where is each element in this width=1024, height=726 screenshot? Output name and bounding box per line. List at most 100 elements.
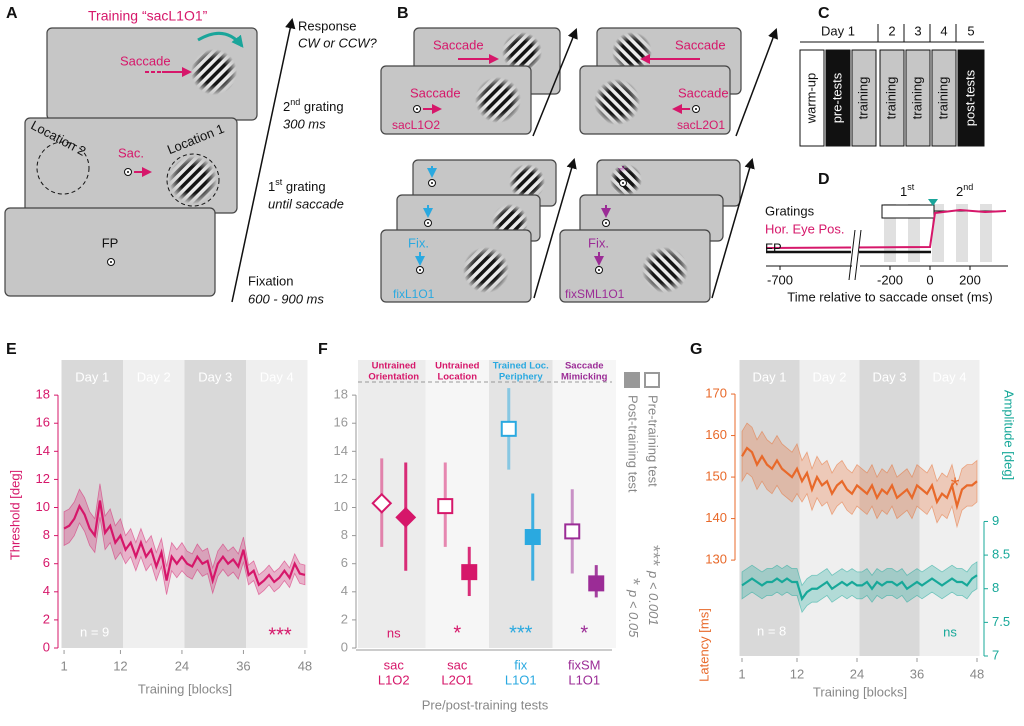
marker <box>437 498 454 515</box>
location-outline <box>36 141 90 195</box>
fixation-point <box>124 168 132 176</box>
day-band <box>919 360 980 656</box>
y2-axis-label: Amplitude [deg] <box>1002 390 1017 480</box>
session-label: training <box>935 77 950 120</box>
x-axis-label: Training [blocks] <box>138 681 232 696</box>
session-box <box>879 49 905 147</box>
saccade-label: Saccade <box>120 53 171 68</box>
legend-label: Post-training test <box>626 395 641 493</box>
ordinal: 1 <box>900 184 907 199</box>
row-label: Gratings <box>765 203 815 218</box>
grating-stripe <box>956 204 968 262</box>
y-tick-label: 6 <box>43 555 50 570</box>
day-label: Day 3 <box>198 369 232 384</box>
fix-label: Fix. <box>408 235 429 250</box>
fixation-point <box>428 179 436 187</box>
session-box <box>931 49 957 147</box>
day-label: Day 2 <box>137 369 171 384</box>
group-label: Untrained <box>435 361 480 372</box>
n-label: n = 9 <box>80 624 109 639</box>
x-tick-label: 24 <box>175 658 189 673</box>
eye-position <box>765 208 1007 249</box>
y-tick-label: 8 <box>341 527 348 542</box>
y-tick-label: 7.5 <box>992 614 1010 629</box>
y-tick-label: 4 <box>43 583 50 598</box>
fixation-point <box>424 219 432 227</box>
mean-line <box>63 500 306 587</box>
y-tick-label: 8 <box>992 580 999 595</box>
x-tick-label: 36 <box>910 666 924 681</box>
group-label: Trained Loc. <box>493 361 549 372</box>
session-label: training <box>909 77 924 120</box>
second-grating: 2nd grating <box>283 97 344 114</box>
day-label: Day 1 <box>821 23 855 38</box>
sac-label: Sac. <box>118 145 144 160</box>
x-tick-label: 200 <box>959 272 981 287</box>
error-band <box>741 561 978 614</box>
day-band <box>184 360 246 648</box>
y-tick-label: 150 <box>705 469 727 484</box>
row-label: Hor. Eye Pos. <box>765 221 844 236</box>
grating-order: 2nd <box>956 182 973 199</box>
fixation-point <box>692 105 700 113</box>
grating-box <box>881 204 935 219</box>
fp-label: FP <box>102 235 119 250</box>
fix-label: Fix. <box>588 235 609 250</box>
y-tick-label: 0 <box>341 639 348 654</box>
y-tick-label: 8.5 <box>992 547 1010 562</box>
x-tick-label: 1 <box>60 658 67 673</box>
x-tick-label: L2O1 <box>441 672 473 687</box>
fixation-point <box>602 219 610 227</box>
n-label: n = 8 <box>757 623 786 638</box>
marker <box>461 564 478 581</box>
condition: sacL1O2 <box>392 118 440 132</box>
ordinal: 1 <box>268 179 275 194</box>
legend-stars: *** <box>643 545 663 566</box>
y-tick-label: 16 <box>334 415 348 430</box>
y-tick-label: 12 <box>334 471 348 486</box>
grating <box>463 247 509 293</box>
card <box>4 207 216 297</box>
marker <box>524 529 541 546</box>
time-arrow <box>711 157 755 299</box>
y-tick-label: 170 <box>705 385 727 400</box>
category-band <box>489 360 553 648</box>
day-label: 4 <box>940 23 947 38</box>
first-grating: 1st grating <box>268 177 326 194</box>
y-tick-label: 10 <box>334 499 348 514</box>
legend-p: p < 0.001 <box>646 570 661 626</box>
y-tick-label: 9 <box>992 513 999 528</box>
y-tick-label: 4 <box>341 583 348 598</box>
location-outline <box>166 153 220 207</box>
session-label: training <box>855 77 870 120</box>
x-tick-label: fix <box>514 657 528 672</box>
error-band <box>63 483 306 596</box>
grating <box>642 247 688 293</box>
panel-c: C Day 1 2 3 4 5 warm-up pre-tests training train… <box>799 5 985 147</box>
x-tick-label: 0 <box>926 272 933 287</box>
panel-letter: B <box>397 5 409 22</box>
x-axis-label: Training [blocks] <box>813 684 907 699</box>
time-arrow <box>735 28 778 137</box>
y-tick-label: 2 <box>341 611 348 626</box>
time-arrow <box>533 157 577 299</box>
session-label: post-tests <box>962 69 977 126</box>
day-label: Day 1 <box>753 369 787 384</box>
legend-label: Pre-training test <box>646 395 661 487</box>
fixation-point <box>619 179 627 187</box>
day-label: Day 3 <box>873 369 907 384</box>
fixation-point <box>107 258 115 266</box>
ordinal-suffix: nd <box>290 97 300 107</box>
x-tick-label: -200 <box>877 272 903 287</box>
significance: * <box>951 473 960 498</box>
training-title: Training “sacL1O1” <box>88 8 208 24</box>
y-axis-label: Latency [ms] <box>696 608 711 682</box>
grating <box>169 156 217 204</box>
mean-line <box>741 446 978 511</box>
fixation-point <box>416 266 424 274</box>
ordinal: 2 <box>956 184 963 199</box>
day-label: Day 2 <box>813 369 847 384</box>
day-label: Day 1 <box>75 369 109 384</box>
grating-text: grating <box>282 179 325 194</box>
